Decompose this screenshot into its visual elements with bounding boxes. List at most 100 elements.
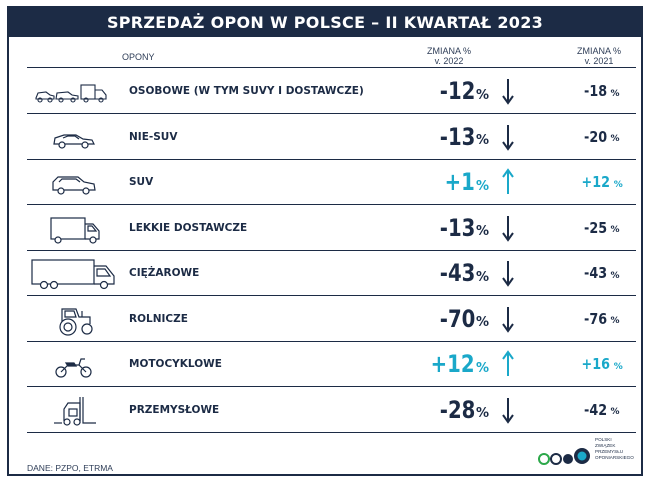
change-2022: -28% (399, 387, 489, 433)
row-label: NIE-SUV (129, 130, 178, 143)
percent-sign: % (475, 224, 489, 239)
change-2021-value: -25 (584, 218, 608, 237)
percent-sign: % (613, 179, 623, 190)
forklift-icon (24, 391, 124, 429)
logo-line1: POLSKI (595, 437, 612, 442)
percent-sign: % (610, 225, 620, 235)
change-2022-value: -12 (439, 77, 475, 105)
change-2022: -70% (399, 296, 489, 342)
arrow-up-icon (501, 350, 515, 378)
row-label: LEKKIE DOSTAWCZE (129, 221, 248, 234)
table-row: MOTOCYKLOWE +12% +16% (19, 341, 636, 387)
percent-sign: % (475, 178, 489, 194)
change-2021: -18% (571, 68, 631, 114)
percent-sign: % (475, 315, 489, 330)
motorcycle-icon (24, 345, 124, 383)
row-divider (27, 295, 636, 296)
tractor-icon (24, 300, 124, 338)
title-bar: SPRZEDAŻ OPON W POLSCE – II KWARTAŁ 2023 (9, 8, 641, 37)
row-label: PRZEMYSŁOWE (129, 403, 220, 416)
column-header-2021-line1: ZMIANA % (576, 46, 621, 56)
page-title: SPRZEDAŻ OPON W POLSCE – II KWARTAŁ 2023 (106, 13, 544, 32)
percent-sign: % (475, 360, 489, 376)
passenger-cars-icon (24, 72, 124, 110)
column-header-opony: OPONY (122, 52, 155, 62)
pzpo-logo-icon (538, 448, 590, 465)
percent-sign: % (475, 87, 489, 103)
column-header-2021-line2: v. 2021 (584, 56, 614, 66)
percent-sign: % (610, 270, 620, 281)
percent-sign: % (475, 406, 489, 421)
row-label: OSOBOWE (W TYM SUVY I DOSTAWCZE) (129, 85, 364, 97)
arrow-up-icon (501, 168, 515, 196)
change-2021: +12% (571, 159, 631, 205)
change-2022-value: -70 (439, 304, 475, 333)
row-label: CIĘŻAROWE (129, 267, 200, 279)
table-row: ROLNICZE -70% -76% (19, 296, 636, 342)
delivery-van-icon (24, 209, 124, 247)
change-2021: -20% (571, 114, 631, 160)
row-divider (27, 340, 636, 342)
change-2022-value: +1 (444, 168, 475, 196)
table-row: CIĘŻAROWE -43% -43% (19, 250, 636, 296)
column-header-2022: ZMIANA % v. 2022 (414, 46, 484, 66)
percent-sign: % (610, 407, 620, 417)
change-2022: -12% (399, 68, 489, 114)
row-divider (27, 158, 636, 160)
change-2021-value: -43 (584, 264, 608, 282)
row-divider (27, 113, 636, 114)
logo-text: POLSKI ZWIĄZEK PRZEMYSŁU OPONIARSKIEGO (595, 437, 634, 461)
column-header-2022-line2: v. 2022 (434, 56, 464, 66)
percent-sign: % (613, 361, 623, 372)
change-2022: +12% (399, 341, 489, 387)
change-2022-value: -43 (439, 259, 475, 287)
change-2022-value: +12 (431, 350, 475, 378)
change-2022: +1% (399, 159, 489, 205)
truck-icon (24, 254, 124, 292)
row-label: ROLNICZE (129, 312, 188, 325)
logo-line2: ZWIĄZEK (595, 443, 616, 448)
percent-sign: % (475, 269, 489, 285)
change-2021-value: -76 (584, 309, 608, 328)
change-2022-value: -13 (439, 213, 475, 242)
row-label: MOTOCYKLOWE (129, 358, 222, 370)
row-label: SUV (129, 176, 154, 188)
change-2022: -43% (399, 250, 489, 296)
change-2022: -13% (399, 114, 489, 160)
change-2021: +16% (571, 341, 631, 387)
arrow-down-icon (501, 77, 515, 105)
row-divider (27, 431, 636, 433)
logo-line4: OPONIARSKIEGO (595, 455, 634, 460)
arrow-down-icon (501, 123, 515, 151)
percent-sign: % (610, 316, 620, 326)
source-note: DANE: PZPO, ETRMA (27, 463, 113, 473)
table-row: SUV +1% +12% (19, 159, 636, 205)
change-2021: -25% (571, 205, 631, 251)
header-divider (27, 67, 636, 68)
change-2021-value: +16 (581, 355, 611, 373)
infographic-frame: SPRZEDAŻ OPON W POLSCE – II KWARTAŁ 2023… (7, 6, 643, 476)
change-2021: -42% (571, 387, 631, 433)
table-row: OSOBOWE (W TYM SUVY I DOSTAWCZE) -12% -18% (19, 68, 636, 114)
column-header-2021: ZMIANA % v. 2021 (564, 46, 634, 66)
percent-sign: % (610, 88, 620, 99)
change-2021-value: -42 (584, 400, 608, 419)
table-row: LEKKIE DOSTAWCZE -13% -25% (19, 205, 636, 251)
column-header-2022-line1: ZMIANA % (426, 46, 471, 56)
change-2022: -13% (399, 205, 489, 251)
table-row: NIE-SUV -13% -20% (19, 114, 636, 160)
arrow-down-icon (501, 214, 515, 242)
suv-car-icon (24, 163, 124, 201)
arrow-down-icon (501, 305, 515, 333)
logo-line3: PRZEMYSŁU (595, 449, 624, 454)
arrow-down-icon (501, 396, 515, 424)
row-divider (27, 249, 636, 251)
change-2022-value: -13 (439, 122, 475, 151)
change-2022-value: -28 (439, 395, 475, 424)
table-row: PRZEMYSŁOWE -28% -42% (19, 387, 636, 433)
percent-sign: % (610, 134, 620, 144)
sedan-car-icon (24, 118, 124, 156)
arrow-down-icon (501, 259, 515, 287)
change-2021-value: -20 (584, 127, 608, 146)
percent-sign: % (475, 133, 489, 148)
